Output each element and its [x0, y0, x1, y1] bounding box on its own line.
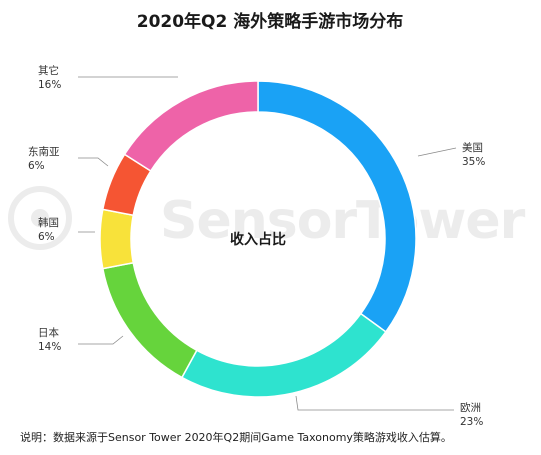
slice-name-0: 美国: [462, 141, 483, 154]
source-note: 说明：数据来源于Sensor Tower 2020年Q2期间Game Taxon…: [20, 430, 452, 444]
slice-name-5: 其它: [38, 64, 59, 77]
slice-name-1: 欧洲: [460, 402, 481, 414]
slice-name-3: 韩国: [38, 216, 59, 229]
watermark-text: SensorTower: [160, 191, 526, 251]
watermark-logo-icon: [8, 186, 72, 250]
slice-labels: 美国 35% 欧洲 23% 日本 14% 韩国 6% 东南亚 6% 其它 16%: [28, 64, 485, 428]
slice-5: [123, 80, 259, 172]
chart-title: 2020年Q2 海外策略手游市场分布: [137, 11, 404, 32]
slice-value-3: 6%: [38, 231, 55, 243]
center-label: 收入占比: [230, 231, 286, 248]
slice-value-4: 6%: [28, 160, 45, 172]
watermark: SensorTower: [8, 186, 527, 251]
leader-line-1: [295, 395, 454, 411]
slice-2: [101, 261, 198, 379]
slice-value-5: 16%: [38, 79, 61, 91]
watermark-logo-dot: [31, 209, 49, 227]
leader-line-4: [78, 157, 109, 167]
slice-value-0: 35%: [462, 156, 485, 168]
slice-name-2: 日本: [38, 326, 59, 339]
slice-value-1: 23%: [460, 416, 483, 428]
slice-1: [180, 312, 387, 398]
leader-line-2: [78, 335, 124, 345]
slice-3: [99, 208, 135, 270]
donut-slices: [99, 80, 417, 398]
slice-name-4: 东南亚: [28, 145, 60, 158]
slice-value-2: 14%: [38, 341, 61, 353]
leader-line-0: [417, 147, 457, 157]
